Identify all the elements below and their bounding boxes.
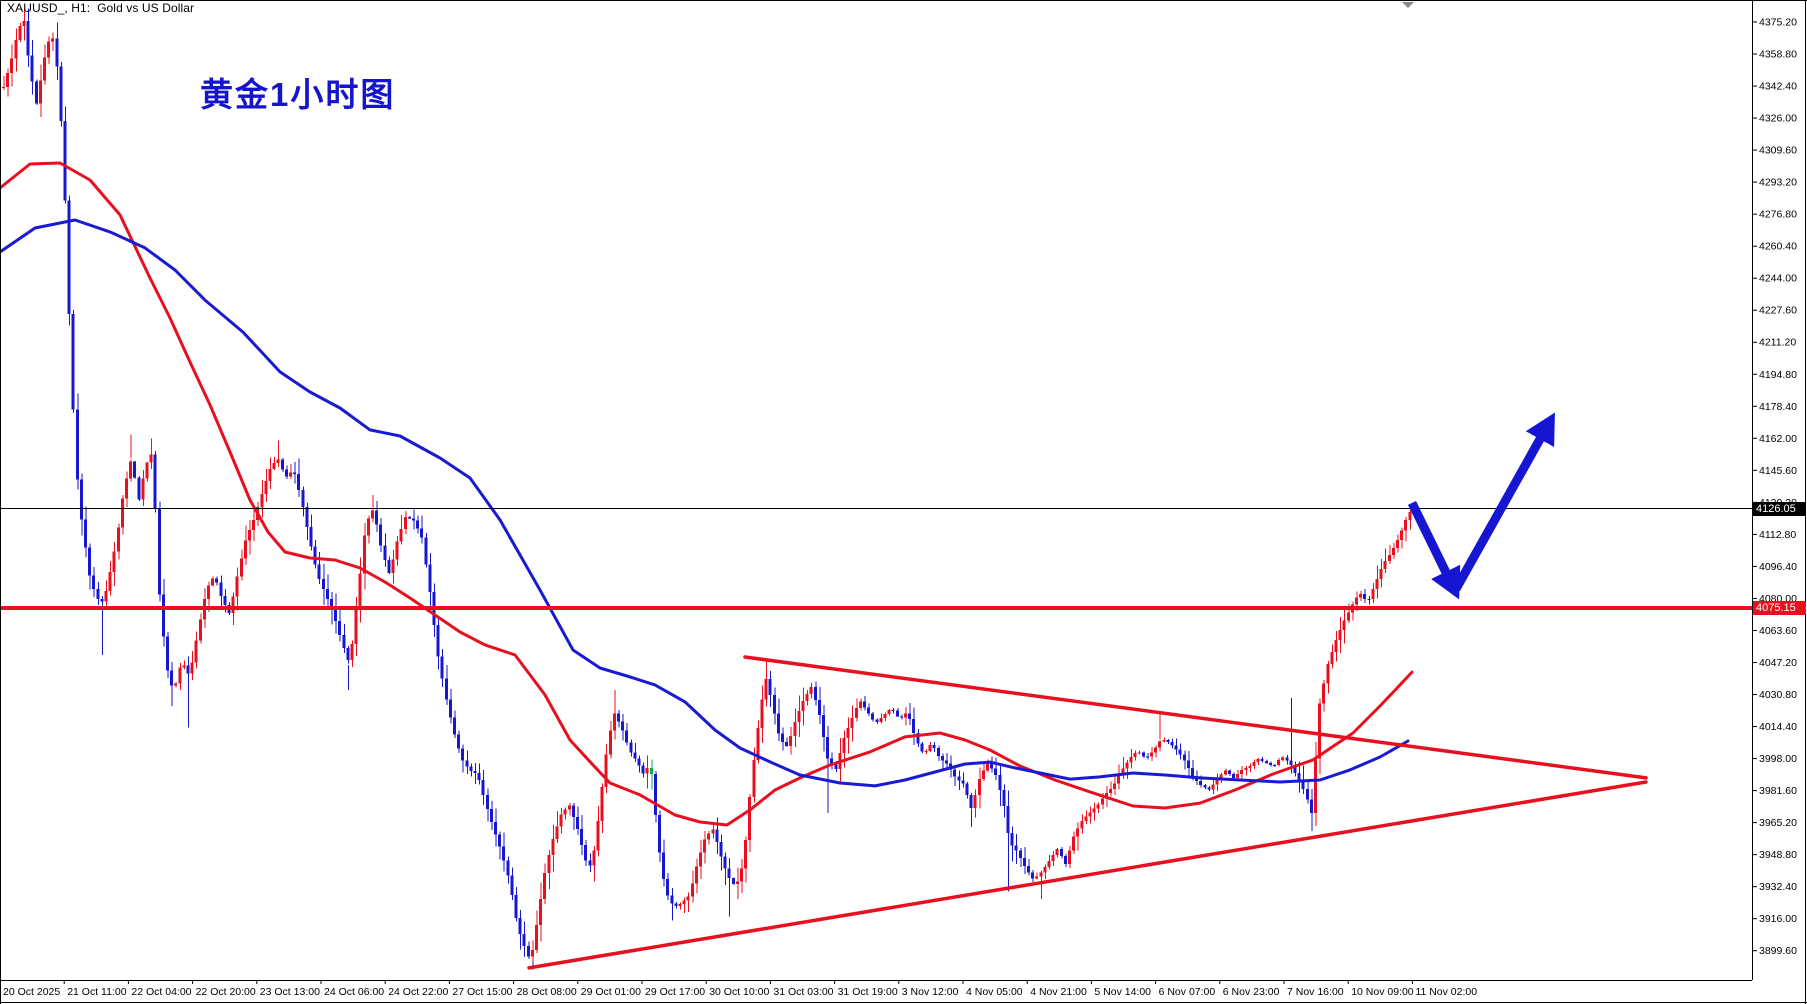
svg-text:22 Oct 20:00: 22 Oct 20:00 bbox=[196, 986, 256, 998]
chart-title: XAUUSD_, H1: Gold vs US Dollar bbox=[7, 1, 195, 15]
price-axis[interactable]: 4375.20 4358.80 4342.40 4326.00 4309.60 4293.… bbox=[1752, 17, 1797, 958]
svg-text:3981.60: 3981.60 bbox=[1759, 785, 1797, 797]
svg-text:4244.00: 4244.00 bbox=[1759, 273, 1797, 285]
svg-text:22 Oct 04:00: 22 Oct 04:00 bbox=[131, 986, 191, 998]
svg-text:4096.40: 4096.40 bbox=[1759, 561, 1797, 573]
svg-text:3948.80: 3948.80 bbox=[1759, 849, 1797, 861]
svg-text:29 Oct 01:00: 29 Oct 01:00 bbox=[581, 986, 641, 998]
svg-text:4358.80: 4358.80 bbox=[1759, 49, 1797, 61]
svg-text:6 Nov 23:00: 6 Nov 23:00 bbox=[1223, 986, 1280, 998]
candles-layer bbox=[2, 8, 1412, 970]
svg-text:3998.00: 3998.00 bbox=[1759, 753, 1797, 765]
svg-text:4063.60: 4063.60 bbox=[1759, 625, 1797, 637]
svg-text:29 Oct 17:00: 29 Oct 17:00 bbox=[645, 986, 705, 998]
svg-text:4194.80: 4194.80 bbox=[1759, 369, 1797, 381]
annotation-text: 黄金1小时图 bbox=[200, 76, 396, 113]
svg-text:30 Oct 10:00: 30 Oct 10:00 bbox=[709, 986, 769, 998]
svg-text:5 Nov 14:00: 5 Nov 14:00 bbox=[1094, 986, 1151, 998]
svg-text:4112.80: 4112.80 bbox=[1759, 529, 1796, 541]
svg-text:4326.00: 4326.00 bbox=[1759, 113, 1797, 125]
svg-text:3965.20: 3965.20 bbox=[1759, 817, 1797, 829]
svg-text:28 Oct 08:00: 28 Oct 08:00 bbox=[517, 986, 577, 998]
svg-text:7 Nov 16:00: 7 Nov 16:00 bbox=[1287, 986, 1344, 998]
current-price-marker: 4126.05 bbox=[1753, 502, 1806, 516]
triangle-trendlines[interactable] bbox=[527, 655, 1648, 970]
svg-text:23 Oct 13:00: 23 Oct 13:00 bbox=[260, 986, 320, 998]
svg-text:21 Oct 11:00: 21 Oct 11:00 bbox=[67, 986, 127, 998]
svg-text:11 Nov 02:00: 11 Nov 02:00 bbox=[1415, 986, 1477, 998]
svg-text:4260.40: 4260.40 bbox=[1759, 241, 1797, 253]
svg-text:4227.60: 4227.60 bbox=[1759, 305, 1797, 317]
svg-text:4178.40: 4178.40 bbox=[1759, 401, 1797, 413]
ma-slow-blue-line[interactable] bbox=[0, 218, 1410, 788]
svg-text:10 Nov 09:00: 10 Nov 09:00 bbox=[1351, 986, 1414, 998]
svg-text:4309.60: 4309.60 bbox=[1759, 145, 1797, 157]
svg-text:24 Oct 22:00: 24 Oct 22:00 bbox=[388, 986, 448, 998]
svg-text:4293.20: 4293.20 bbox=[1759, 177, 1797, 189]
svg-text:3932.40: 3932.40 bbox=[1759, 881, 1797, 893]
svg-text:4047.20: 4047.20 bbox=[1759, 657, 1797, 669]
ma-fast-red-line[interactable] bbox=[0, 161, 1414, 827]
forecast-arrow[interactable] bbox=[1407, 412, 1555, 600]
svg-text:4 Nov 21:00: 4 Nov 21:00 bbox=[1030, 986, 1087, 998]
svg-text:6 Nov 07:00: 6 Nov 07:00 bbox=[1159, 986, 1216, 998]
svg-text:4211.20: 4211.20 bbox=[1759, 337, 1796, 349]
svg-text:4 Nov 05:00: 4 Nov 05:00 bbox=[966, 986, 1023, 998]
svg-text:4145.60: 4145.60 bbox=[1759, 465, 1797, 477]
svg-text:4276.80: 4276.80 bbox=[1759, 209, 1797, 221]
svg-text:3916.00: 3916.00 bbox=[1759, 913, 1797, 925]
chart-shift-marker bbox=[1402, 2, 1414, 8]
svg-text:4014.40: 4014.40 bbox=[1759, 721, 1797, 733]
svg-text:27 Oct 15:00: 27 Oct 15:00 bbox=[452, 986, 512, 998]
svg-text:4342.40: 4342.40 bbox=[1759, 81, 1797, 93]
support-price-marker: 4075.15 bbox=[1753, 601, 1806, 615]
svg-text:24 Oct 06:00: 24 Oct 06:00 bbox=[324, 986, 384, 998]
svg-text:4162.00: 4162.00 bbox=[1759, 433, 1797, 445]
svg-text:20 Oct 2025: 20 Oct 2025 bbox=[3, 986, 60, 998]
svg-text:31 Oct 03:00: 31 Oct 03:00 bbox=[773, 986, 833, 998]
svg-text:4030.80: 4030.80 bbox=[1759, 689, 1797, 701]
time-axis[interactable]: 20 Oct 2025 21 Oct 11:00 22 Oct 04:00 22 Oc… bbox=[0, 980, 1477, 998]
svg-text:4375.20: 4375.20 bbox=[1759, 17, 1797, 29]
svg-text:3 Nov 12:00: 3 Nov 12:00 bbox=[902, 986, 959, 998]
svg-text:31 Oct 19:00: 31 Oct 19:00 bbox=[838, 986, 898, 998]
svg-text:3899.60: 3899.60 bbox=[1759, 945, 1797, 957]
